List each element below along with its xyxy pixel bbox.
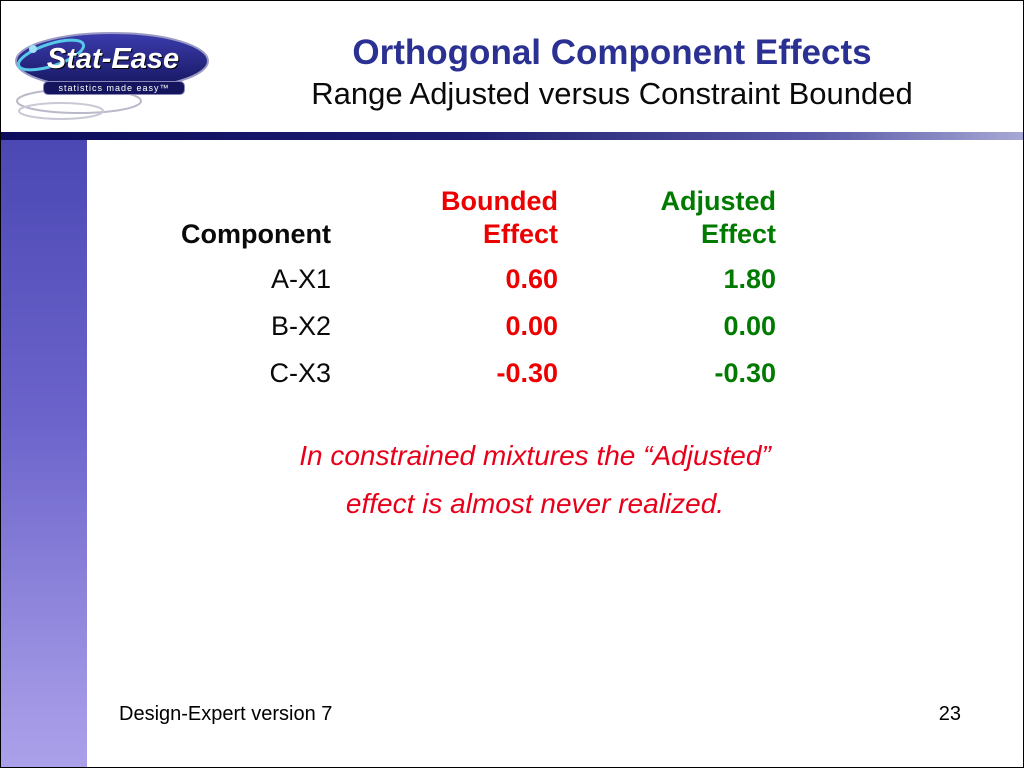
- table-cell-bounded-2: -0.30: [496, 358, 558, 388]
- header-titles: Orthogonal Component Effects Range Adjus…: [216, 33, 1008, 112]
- logo-tagline: statistics made easy™: [43, 81, 185, 95]
- logo-backdrop-ellipse-2: [18, 102, 104, 120]
- col-header-component: Component: [181, 219, 331, 250]
- footer-app-version: Design-Expert version 7: [119, 703, 333, 725]
- col-header-adjusted-line1: Adjusted: [660, 185, 776, 216]
- col-header-bounded: Bounded Effect: [331, 171, 558, 256]
- table-cell-adjusted-1: 0.00: [723, 311, 776, 341]
- col-header-adjusted: Adjusted Effect: [558, 171, 776, 256]
- table-cell-component-1: B-X2: [270, 311, 331, 341]
- slide-subtitle: Range Adjusted versus Constraint Bounded: [311, 76, 913, 112]
- logo-name: Stat-Ease: [46, 43, 180, 75]
- note-line1: In constrained mixtures the “Adjusted”: [299, 440, 771, 471]
- table-cell-component-2: C-X3: [269, 358, 331, 388]
- col-header-bounded-line1: Bounded: [441, 185, 558, 216]
- table-cell-adjusted-2: -0.30: [714, 358, 776, 388]
- footer-page-number: 23: [938, 703, 961, 725]
- slide-title: Orthogonal Component Effects: [352, 33, 872, 72]
- table-cell-adjusted-0: 1.80: [723, 264, 776, 294]
- stat-ease-logo: Stat-Ease statistics made easy™: [9, 29, 214, 121]
- header-divider: [1, 132, 1023, 140]
- constrained-mixtures-note: In constrained mixtures the “Adjusted” e…: [87, 439, 983, 520]
- col-header-bounded-line2: Effect: [482, 219, 558, 250]
- effects-table: Component Bounded Effect Adjusted Effect…: [101, 171, 776, 397]
- logo-orbit-dot-icon: [29, 45, 37, 53]
- left-gradient-bar: [1, 140, 87, 767]
- table-cell-bounded-1: 0.00: [505, 311, 558, 341]
- table-cell-component-0: A-X1: [270, 264, 331, 294]
- table-cell-bounded-0: 0.60: [505, 264, 558, 294]
- col-header-adjusted-line2: Effect: [700, 219, 776, 250]
- note-line2: effect is almost never realized.: [345, 487, 725, 519]
- logo-orbit-icon: [16, 38, 86, 72]
